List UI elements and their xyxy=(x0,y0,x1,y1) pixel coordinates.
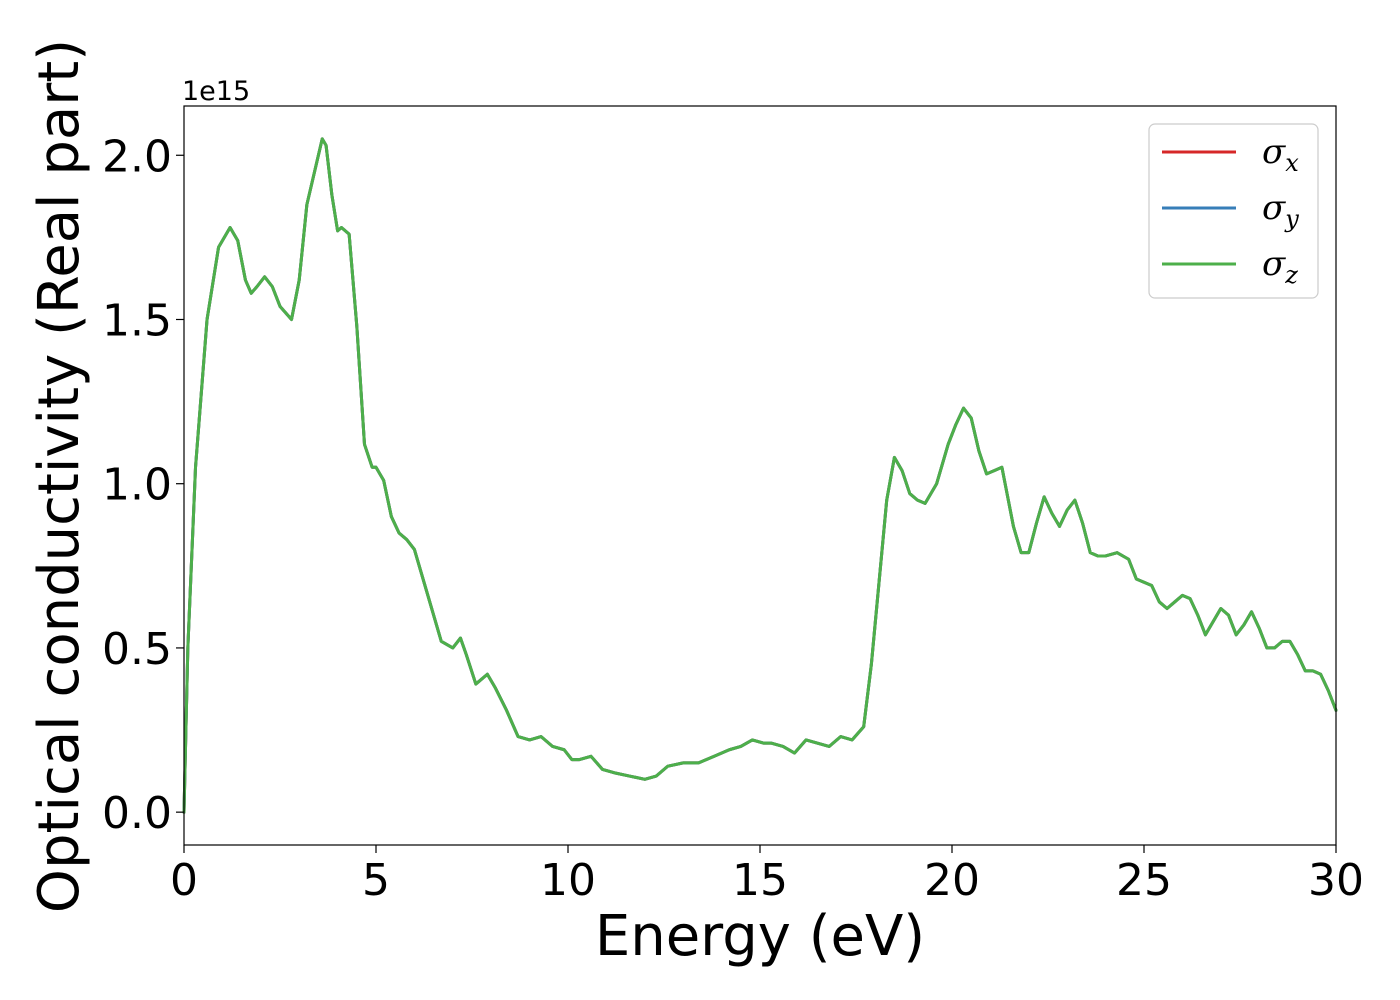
y-tick-label: 0.5 xyxy=(102,624,172,675)
x-tick-label: 15 xyxy=(732,855,788,906)
y-axis: 0.0 0.5 1.0 1.5 2.0 xyxy=(102,131,184,839)
y-tick-label: 1.0 xyxy=(102,460,172,511)
x-tick-label: 20 xyxy=(924,855,980,906)
y-tick-label: 2.0 xyxy=(102,131,172,182)
x-tick-label: 25 xyxy=(1116,855,1172,906)
y-axis-label: Optical conductivity (Real part) xyxy=(27,39,92,913)
legend-box xyxy=(1148,123,1319,299)
x-tick-label: 30 xyxy=(1308,855,1364,906)
x-tick-label: 5 xyxy=(362,855,390,906)
x-tick-label: 0 xyxy=(170,855,198,906)
series-layer xyxy=(182,137,1338,814)
y-tick-label: 0.0 xyxy=(102,788,172,839)
y-tick-label: 1.5 xyxy=(102,295,172,346)
x-axis: 0 5 10 15 20 25 30 xyxy=(170,845,1364,906)
y-offset-label: 1e15 xyxy=(182,76,250,107)
x-axis-label: Energy (eV) xyxy=(595,904,925,969)
series-line-2 xyxy=(182,137,1338,814)
x-tick-label: 10 xyxy=(540,855,596,906)
plot-area xyxy=(184,106,1336,845)
